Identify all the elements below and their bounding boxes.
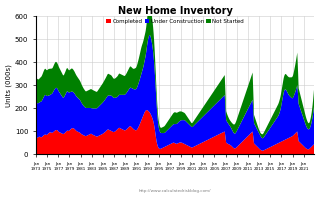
Y-axis label: Units (000s): Units (000s) (5, 64, 12, 107)
Legend: Completed, Under Construction, Not Started: Completed, Under Construction, Not Start… (104, 16, 246, 26)
Text: http://www.calculatedriskblog.com/: http://www.calculatedriskblog.com/ (139, 189, 212, 193)
Title: New Home Inventory: New Home Inventory (118, 6, 233, 16)
